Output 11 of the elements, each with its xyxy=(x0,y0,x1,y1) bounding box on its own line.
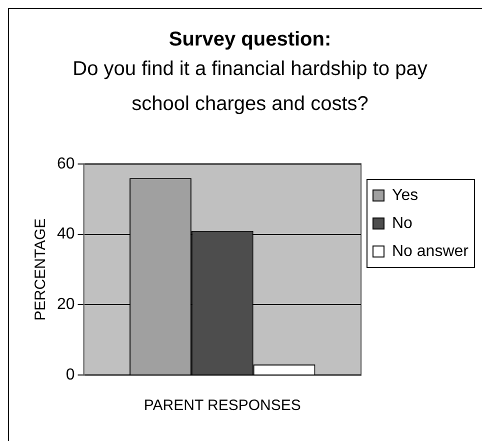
legend-label: No xyxy=(392,214,413,232)
x-axis-title: PARENT RESPONSES xyxy=(144,397,301,414)
chart-subtitle: Do you find it a financial hardship to pay school charges and costs? xyxy=(72,58,428,116)
y-tick-label: 40 xyxy=(57,226,75,243)
y-tick-label: 20 xyxy=(57,296,75,314)
legend-label: No answer xyxy=(392,242,470,260)
y-axis-title: PERCENTAGE xyxy=(32,218,50,321)
y-tick-label: 60 xyxy=(57,155,75,172)
y-tick-label: 0 xyxy=(66,366,75,384)
legend-label: Yes xyxy=(392,186,418,204)
chart-title: Survey question: xyxy=(168,28,332,51)
